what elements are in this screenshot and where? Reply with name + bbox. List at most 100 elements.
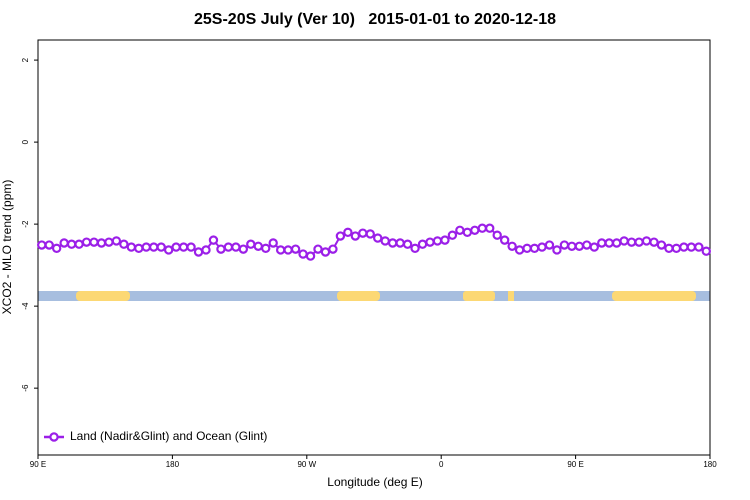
land-strip [463,291,495,301]
x-tick-label: 90 E [567,460,583,469]
point [641,236,652,246]
point [417,239,428,249]
point [626,237,637,247]
y-tick-label: -6 [21,384,30,392]
y-tick-label: 0 [21,139,30,144]
point [544,240,555,250]
point [268,238,278,248]
point [656,240,667,250]
point [634,237,644,247]
point [387,238,398,248]
point [462,227,473,238]
point [66,239,77,249]
point [313,244,323,254]
point [193,247,204,257]
point [679,242,689,252]
point [514,245,525,255]
point [126,242,137,252]
point [671,243,682,254]
point [104,237,114,247]
point [365,229,375,239]
point [567,241,577,251]
point [522,243,532,254]
point [178,242,189,252]
point [89,237,99,247]
point [44,240,54,250]
point [163,245,174,255]
chart-title: 25S-20S July (Ver 10) 2015-01-01 to 2020… [194,11,556,28]
y-tick-label: -4 [21,302,30,310]
point [141,242,151,252]
point [529,243,540,254]
x-tick-label: 90 W [297,460,316,469]
point [485,223,495,233]
legend-label: Land (Nadir&Glint) and Ocean (Glint) [70,429,267,443]
point [37,240,47,250]
point [74,239,84,249]
point [395,238,405,248]
point [611,238,622,248]
legend-marker [49,432,59,442]
point [149,242,159,252]
point [223,242,234,252]
point [455,225,465,235]
point [59,238,69,248]
point [283,245,293,255]
point [470,225,480,235]
point [111,236,122,246]
x-tick-label: 180 [703,460,717,469]
point [253,241,263,251]
point [216,244,226,254]
x-tick-label: 180 [166,460,180,469]
point [358,228,368,238]
point [492,230,502,240]
point [238,244,249,254]
point [649,237,659,247]
point [275,245,286,255]
point [119,239,129,249]
point [499,235,510,245]
point [701,246,711,256]
point [51,243,62,254]
point [694,242,704,252]
point [410,243,420,254]
point [402,239,413,249]
point [604,238,614,248]
point [373,233,383,243]
land-strip [612,291,696,301]
point [507,241,517,251]
point [320,247,331,257]
point [186,242,196,252]
point [246,239,256,249]
y-tick-label: -2 [21,220,30,228]
land-strip [76,291,130,301]
point [447,230,458,240]
y-axis-label: XCO2 - MLO trend (ppm) [0,180,14,315]
point [343,227,353,238]
point [328,244,338,254]
point [559,240,570,250]
point [298,249,308,259]
land-ocean-band [38,291,710,301]
point [81,237,92,247]
point [201,245,211,255]
x-tick-label: 90 E [30,460,46,469]
point [589,242,599,252]
point [440,235,450,245]
point [134,243,144,254]
point [597,238,607,248]
point [619,236,629,246]
point [425,237,435,247]
point [171,242,181,252]
land-strip [337,291,380,301]
y-tick-label: 2 [21,57,30,62]
point [477,223,487,233]
point [156,242,166,252]
point [96,238,107,248]
x-tick-label: 0 [439,460,444,469]
point [350,231,361,241]
x-axis-label: Longitude (deg E) [327,475,422,489]
point [686,242,697,252]
point [290,244,301,254]
